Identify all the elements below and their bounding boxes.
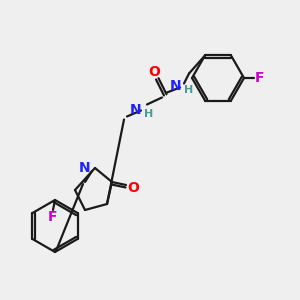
Text: H: H [144, 110, 154, 119]
Text: O: O [148, 65, 160, 80]
Text: O: O [127, 181, 139, 195]
Text: N: N [129, 103, 141, 118]
Text: H: H [184, 85, 194, 95]
Text: F: F [255, 71, 265, 85]
Text: N: N [78, 161, 90, 175]
Text: N: N [169, 80, 181, 94]
Text: F: F [48, 210, 58, 224]
